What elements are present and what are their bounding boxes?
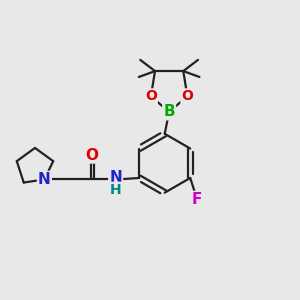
Text: O: O (145, 89, 157, 103)
Text: H: H (110, 183, 122, 197)
Text: O: O (182, 89, 193, 103)
Text: N: N (109, 170, 122, 185)
Text: F: F (191, 192, 202, 207)
Text: N: N (38, 172, 51, 187)
Text: B: B (163, 104, 175, 119)
Text: O: O (85, 148, 99, 163)
